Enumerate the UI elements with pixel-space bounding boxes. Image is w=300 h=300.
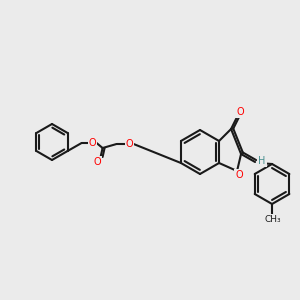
Text: O: O [236,107,244,117]
Text: CH₃: CH₃ [265,214,281,224]
Text: O: O [94,157,101,167]
Text: O: O [235,170,243,180]
Text: O: O [126,139,134,149]
Text: H: H [258,156,266,166]
Text: O: O [89,138,96,148]
